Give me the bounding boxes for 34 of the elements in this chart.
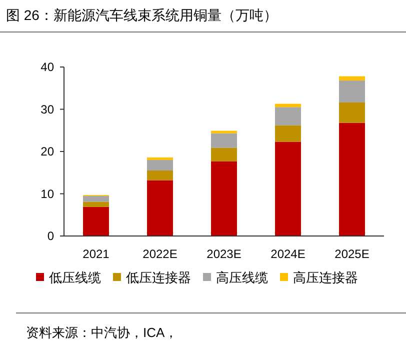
legend-label: 低压连接器 [126,270,191,285]
y-tick-label: 10 [40,186,54,201]
bar [275,142,301,236]
x-tick-label: 2024E [270,247,306,261]
y-tick-label: 0 [47,229,54,243]
bar [211,130,237,134]
chart-title: 图 26：新能源汽车线束系统用铜量（万吨） [6,7,278,23]
x-tick-label: 2023E [206,247,242,261]
bar [339,80,365,102]
bar [83,196,109,202]
bar [275,125,301,142]
bar [211,133,237,148]
bar [211,161,237,236]
legend-label: 高压线缆 [216,270,268,285]
x-tick-label: 2022E [142,247,178,261]
y-tick-label: 30 [40,102,54,116]
y-tick-label: 40 [40,60,54,74]
bar [147,180,173,236]
x-tick-label: 2021 [82,247,110,261]
y-tick-label: 20 [40,144,54,158]
bar [83,206,109,236]
x-tick-label: 2025E [334,247,370,261]
bar [147,157,173,160]
bar [339,102,365,123]
bar [147,160,173,171]
bar [275,107,301,126]
bar [147,170,173,180]
text: 资料来源：中汽协，ICA， [26,325,178,340]
bar [339,76,365,81]
legend-label: 高压连接器 [293,270,358,285]
legend-label: 低压线缆 [49,270,101,285]
bar [339,122,365,236]
bar [83,202,109,207]
bar [211,148,237,162]
